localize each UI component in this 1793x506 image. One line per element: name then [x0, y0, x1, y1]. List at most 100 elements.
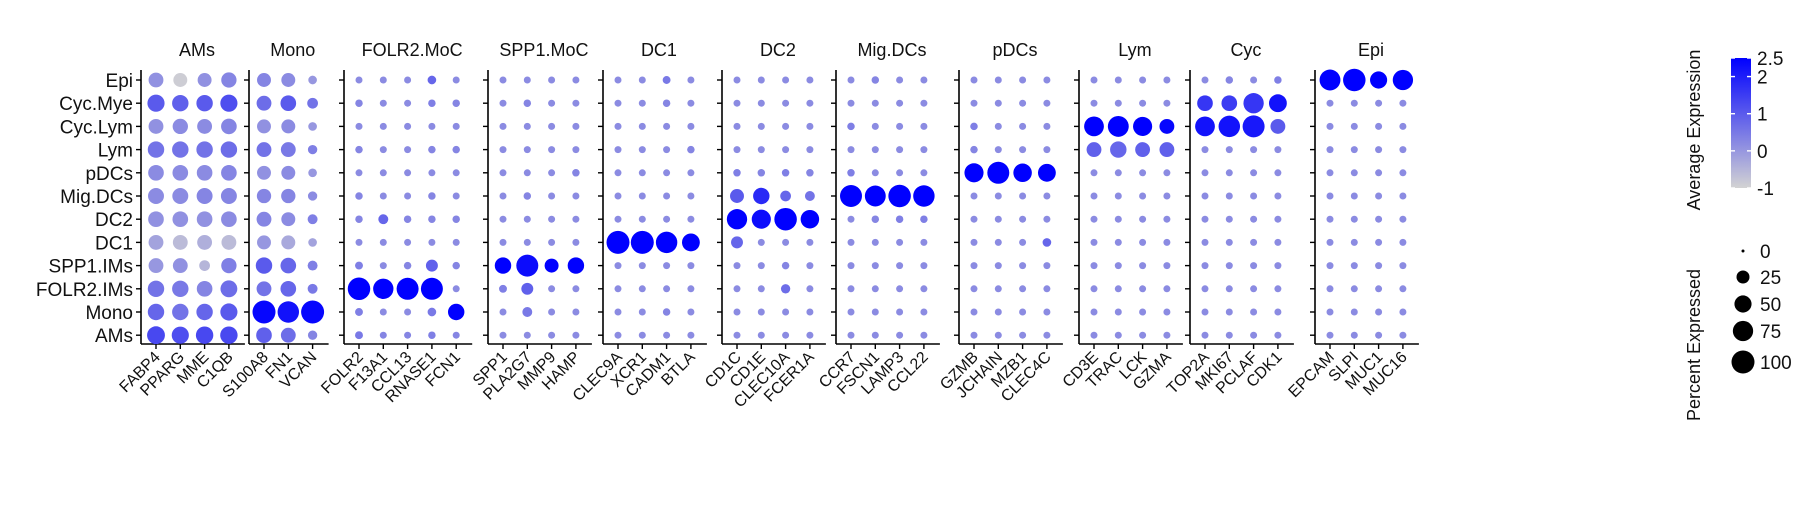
- size-legend-dot: [1731, 350, 1755, 374]
- dot-ams-pparg-dc2: [172, 211, 189, 228]
- dot-epi-slpi-folr2-ims: [1350, 285, 1358, 293]
- dot-folr2-moc-ccl13-lym: [404, 146, 412, 154]
- panel-title-spp1-moc: SPP1.MoC: [499, 40, 588, 60]
- dot-epi-muc16-cyc-mye: [1399, 99, 1407, 107]
- dot-lym-gzma-spp1-ims: [1163, 262, 1171, 270]
- dot-ams-pparg-epi: [173, 73, 188, 87]
- dot-dc2-cd1e-dc2: [751, 209, 771, 229]
- dot-dc2-fcer1a-mig-dcs: [804, 191, 815, 201]
- dot-lym-gzma-mig-dcs: [1163, 192, 1171, 200]
- dot-dc1-cadm1-pdcs: [663, 169, 671, 177]
- dot-dc1-cadm1-dc1: [655, 231, 678, 254]
- dot-pdcs-mzb1-lym: [1019, 146, 1027, 154]
- dot-mig-dcs-ccl22-pdcs: [920, 169, 928, 177]
- dot-mig-dcs-lamp3-cyc-lym: [896, 122, 904, 130]
- dot-folr2-moc-fcn1-pdcs: [452, 169, 460, 177]
- dot-ams-c1qb-folr2-ims: [220, 280, 238, 298]
- dot-epi-epcam-ams: [1326, 331, 1334, 339]
- dot-mono-fn1-cyc-lym: [281, 119, 296, 134]
- dot-mig-dcs-fscn1-folr2-ims: [871, 285, 879, 293]
- dot-dc1-cadm1-mono: [662, 308, 671, 316]
- dot-epi-slpi-dc2: [1350, 215, 1358, 223]
- size-legend: Percent Expressed 0 25 50 75 100: [1684, 242, 1792, 421]
- dot-lym-gzma-lym: [1159, 142, 1175, 158]
- dot-spp1-moc-pla2g7-dc1: [523, 238, 531, 246]
- dot-cyc-cdk1-cyc-mye: [1268, 94, 1287, 113]
- dot-dc1-clec9a-spp1-ims: [614, 262, 622, 270]
- dot-lym-gzma-folr2-ims: [1163, 285, 1171, 293]
- dot-epi-slpi-dc1: [1350, 238, 1358, 246]
- dot-cyc-pclaf-folr2-ims: [1250, 285, 1258, 293]
- dot-epi-epcam-pdcs: [1326, 169, 1334, 177]
- dot-folr2-moc-folr2-dc2: [355, 215, 363, 223]
- dot-spp1-moc-hamp-epi: [572, 76, 580, 84]
- dot-cyc-pclaf-lym: [1250, 146, 1258, 154]
- dot-dc2-fcer1a-ams: [806, 331, 814, 339]
- dot-spp1-moc-pla2g7-cyc-lym: [523, 122, 531, 130]
- dot-cyc-mki67-ams: [1225, 331, 1233, 339]
- dot-pdcs-jchain-spp1-ims: [994, 262, 1002, 270]
- dot-ams-fabp4-lym: [147, 141, 165, 158]
- dot-pdcs-clec4c-cyc-lym: [1043, 122, 1051, 130]
- dot-lym-lck-dc1: [1139, 238, 1147, 246]
- dot-dc2-clec10a-cyc-mye: [782, 99, 790, 107]
- dot-dc1-clec9a-pdcs: [614, 169, 622, 177]
- dot-pdcs-gzmb-epi: [970, 76, 978, 84]
- dot-spp1-moc-mmp9-ams: [548, 331, 556, 339]
- dot-epi-muc16-dc2: [1399, 215, 1407, 223]
- dot-epi-epcam-dc1: [1326, 238, 1334, 246]
- dot-spp1-moc-mmp9-pdcs: [548, 169, 556, 177]
- dot-spp1-moc-spp1-dc2: [499, 215, 507, 223]
- dot-dc2-clec10a-dc2: [774, 207, 797, 231]
- dot-folr2-moc-rnase1-cyc-lym: [428, 122, 436, 130]
- dot-cyc-mki67-lym: [1225, 146, 1233, 154]
- dot-epi-slpi-cyc-mye: [1350, 99, 1358, 107]
- dot-pdcs-jchain-mono: [994, 308, 1002, 316]
- dot-folr2-moc-folr2-ams: [355, 331, 363, 340]
- dot-dc2-cd1e-dc1: [757, 238, 765, 246]
- dot-spp1-moc-spp1-folr2-ims: [499, 284, 507, 293]
- dot-spp1-moc-spp1-mono: [499, 308, 507, 316]
- dot-dc1-xcr1-mig-dcs: [638, 192, 646, 200]
- dot-cyc-top2a-mig-dcs: [1201, 192, 1209, 200]
- dot-folr2-moc-ccl13-dc2: [403, 215, 412, 223]
- dot-ams-pparg-pdcs: [172, 164, 189, 181]
- dot-mig-dcs-ccl22-spp1-ims: [920, 262, 928, 270]
- dot-pdcs-gzmb-dc1: [970, 238, 978, 246]
- dot-cyc-mki67-dc1: [1225, 238, 1233, 246]
- dot-pdcs-mzb1-epi: [1019, 76, 1027, 84]
- dot-dc1-clec9a-mono: [614, 308, 622, 316]
- dot-pdcs-jchain-epi: [994, 76, 1002, 84]
- dot-ams-mme-cyc-lym: [197, 118, 213, 134]
- dot-spp1-moc-mmp9-cyc-mye: [548, 99, 556, 107]
- dot-cyc-top2a-ams: [1201, 331, 1209, 339]
- size-legend-label: 100: [1760, 353, 1792, 374]
- dot-spp1-moc-pla2g7-epi: [523, 76, 531, 84]
- dot-spp1-moc-hamp-dc2: [572, 215, 580, 223]
- dot-spp1-moc-hamp-dc1: [572, 238, 580, 246]
- dot-epi-muc1-epi: [1370, 71, 1388, 89]
- dot-dc2-cd1c-cyc-lym: [733, 122, 741, 130]
- dot-dc1-xcr1-dc1: [630, 230, 654, 254]
- dot-spp1-moc-spp1-ams: [499, 331, 507, 339]
- dot-lym-gzma-cyc-mye: [1163, 99, 1171, 107]
- dot-mono-s100a8-folr2-ims: [256, 281, 272, 297]
- dot-mig-dcs-lamp3-epi: [896, 76, 904, 84]
- dot-ams-mme-lym: [196, 141, 213, 158]
- dot-cyc-top2a-mono: [1201, 308, 1209, 316]
- dot-pdcs-clec4c-ams: [1043, 331, 1051, 339]
- dot-ams-mme-mono: [196, 303, 213, 321]
- dot-folr2-moc-f13a1-dc1: [379, 238, 387, 246]
- dot-mono-vcan-lym: [307, 144, 318, 155]
- dot-dc1-btla-epi: [687, 76, 695, 84]
- dot-folr2-moc-fcn1-dc1: [452, 238, 460, 246]
- dot-epi-epcam-dc2: [1326, 215, 1334, 223]
- dot-ams-fabp4-ams: [147, 326, 165, 345]
- dot-mono-s100a8-pdcs: [257, 165, 271, 180]
- dot-mig-dcs-fscn1-mono: [871, 308, 879, 316]
- dot-lym-trac-lym: [1110, 141, 1127, 158]
- dot-cyc-pclaf-spp1-ims: [1250, 262, 1258, 270]
